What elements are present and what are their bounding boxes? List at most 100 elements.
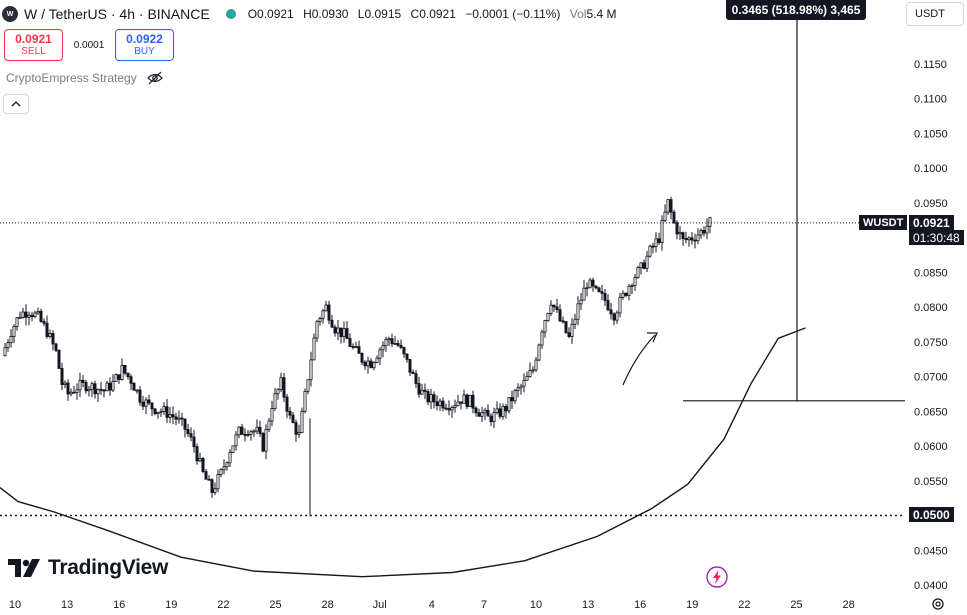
candle xyxy=(498,403,502,419)
candle xyxy=(195,443,199,465)
indicator-legend[interactable]: CryptoEmpress Strategy xyxy=(6,71,163,85)
x-tick-label: 19 xyxy=(165,599,177,611)
buy-button[interactable]: 0.0922 BUY xyxy=(115,29,174,61)
candle xyxy=(606,294,610,312)
buy-price: 0.0922 xyxy=(126,32,163,46)
candle xyxy=(78,372,82,397)
candle xyxy=(36,307,40,315)
candle xyxy=(348,333,352,347)
x-tick-label: 25 xyxy=(269,599,281,611)
y-tick-label: 0.1050 xyxy=(914,128,948,140)
eye-off-icon[interactable] xyxy=(146,71,163,85)
y-tick-label: 0.0550 xyxy=(914,476,948,488)
sell-button[interactable]: 0.0921 SELL xyxy=(4,29,63,61)
symbol-title[interactable]: W / TetherUS · 4h · BINANCE xyxy=(24,6,210,22)
candle xyxy=(225,461,229,471)
candle xyxy=(261,431,265,453)
candle xyxy=(255,419,259,435)
candle xyxy=(117,374,121,384)
candle xyxy=(336,320,340,341)
candle xyxy=(663,204,667,223)
trend-arrow xyxy=(622,334,656,386)
candle xyxy=(330,315,334,328)
candle xyxy=(441,397,445,412)
candle xyxy=(705,218,709,240)
candle xyxy=(270,400,274,427)
candle xyxy=(675,220,679,240)
candle xyxy=(306,379,310,395)
candle xyxy=(363,360,367,370)
candle xyxy=(318,316,322,326)
candle xyxy=(30,311,34,322)
candle xyxy=(267,418,271,432)
candle xyxy=(72,385,76,394)
candle xyxy=(528,362,532,378)
candle xyxy=(564,321,568,334)
candle xyxy=(603,288,607,307)
candle xyxy=(513,388,517,404)
open-label: O xyxy=(247,7,258,21)
candle xyxy=(231,445,235,454)
candle xyxy=(177,410,181,424)
collapse-legend-button[interactable] xyxy=(3,94,29,114)
spread-value: 0.0001 xyxy=(73,39,105,51)
candle xyxy=(417,376,421,398)
candle xyxy=(120,358,124,381)
candle xyxy=(132,381,136,391)
candle xyxy=(186,423,190,437)
candle xyxy=(297,424,301,439)
candle xyxy=(585,282,589,297)
candle xyxy=(573,313,577,330)
price-axis: 0.1150 0.1100 0.1050 0.1000 0.0950 0.0850 0.08… xyxy=(914,59,948,592)
high-value: 0.0930 xyxy=(311,7,349,21)
candle xyxy=(129,374,133,390)
candle xyxy=(669,196,673,220)
candle xyxy=(522,373,526,393)
settings-gear-icon[interactable] xyxy=(931,597,945,611)
candle xyxy=(444,403,448,411)
candle xyxy=(600,284,604,301)
candle xyxy=(96,388,100,403)
y-tick-label: 0.1100 xyxy=(914,94,947,106)
candle xyxy=(240,423,244,435)
candle xyxy=(408,358,412,377)
lightning-icon[interactable] xyxy=(706,566,728,588)
candle xyxy=(537,343,541,362)
candle xyxy=(312,333,316,361)
candle xyxy=(648,244,652,258)
y-tick-label: 0.0650 xyxy=(914,406,948,418)
market-status-dot xyxy=(225,9,236,19)
candle xyxy=(276,388,280,400)
candle xyxy=(381,341,385,358)
candle xyxy=(147,394,151,406)
symbol-tag: WUSDT xyxy=(859,215,908,230)
candle xyxy=(465,393,469,410)
candle xyxy=(405,353,409,363)
candle xyxy=(678,226,682,241)
candle xyxy=(699,228,703,239)
y-tick-label: 0.0800 xyxy=(914,302,948,314)
candle xyxy=(486,404,490,417)
candle xyxy=(243,428,247,442)
candle xyxy=(228,449,232,468)
candle xyxy=(57,349,61,369)
candle xyxy=(144,397,148,415)
candle xyxy=(687,236,691,247)
candle xyxy=(447,400,451,416)
candle xyxy=(561,316,565,324)
x-tick-label: 22 xyxy=(738,599,750,611)
candle xyxy=(135,389,139,394)
candle xyxy=(339,327,343,344)
candle xyxy=(123,364,127,376)
candle xyxy=(372,361,376,371)
currency-selector[interactable]: USDT xyxy=(906,2,964,26)
x-tick-label: 28 xyxy=(842,599,854,611)
trade-panel: 0.0921 SELL 0.0001 0.0922 BUY xyxy=(4,29,174,61)
candle xyxy=(75,383,79,400)
candle xyxy=(324,300,328,312)
x-tick-label: 19 xyxy=(686,599,698,611)
tradingview-logo[interactable]: TradingView xyxy=(8,556,168,580)
candle xyxy=(165,399,169,423)
candle xyxy=(462,389,466,404)
